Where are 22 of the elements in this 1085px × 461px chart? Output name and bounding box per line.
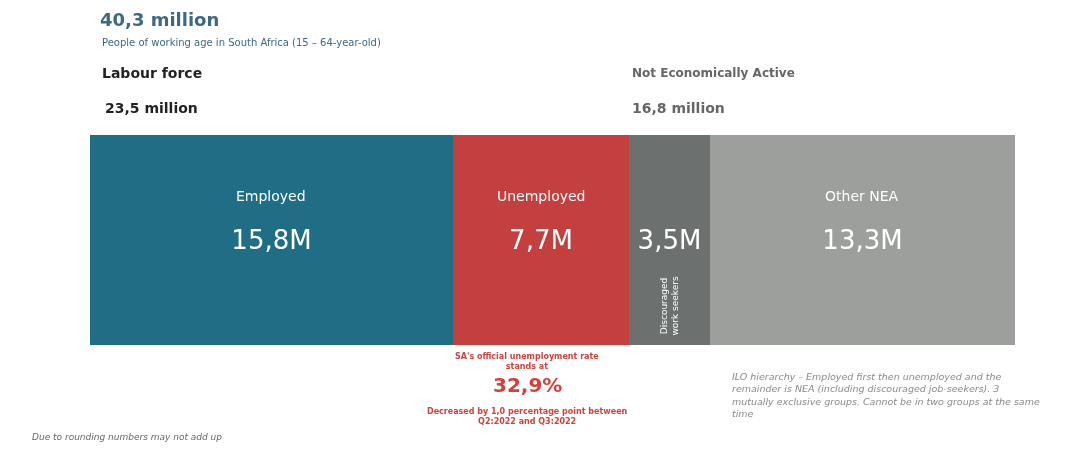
text: Due to rounding numbers may not add up <box>32 432 223 442</box>
data-label: 7,7M <box>509 225 573 255</box>
text: Decreased by 1,0 percentage point between Q2:2022 and Q3:2022 <box>427 407 628 427</box>
series-label: Discouraged work seekers <box>658 276 681 336</box>
text: Labour force <box>102 65 203 81</box>
bar <box>453 135 629 345</box>
data-label: 15,8M <box>231 225 312 255</box>
text: Not Economically Active <box>632 66 795 80</box>
series-label: Employed <box>236 188 306 204</box>
data-label: 3,5M <box>637 225 702 255</box>
text: ILO hierarchy – Employed first then unemployed and the remainder is NEA (including discouraged job-seekers). 3 mutually exclusive groups. Cannot be in two groups at the same time <box>732 371 1040 420</box>
series-label: Other NEA <box>825 188 899 204</box>
series-label: Unemployed <box>497 188 586 204</box>
data-label: 13,3M <box>822 225 903 255</box>
text: SA's official unemployment rate stands at <box>455 352 600 372</box>
chart-subtitle: People of working age in South Africa (15 – 64-year-old) <box>102 37 381 48</box>
text: 23,5 million <box>105 100 198 116</box>
bar <box>629 135 710 345</box>
text: 16,8 million <box>632 100 725 116</box>
bar <box>710 135 1015 345</box>
chart-title: 40,3 million <box>100 9 220 31</box>
text: 32,9% <box>493 373 563 397</box>
